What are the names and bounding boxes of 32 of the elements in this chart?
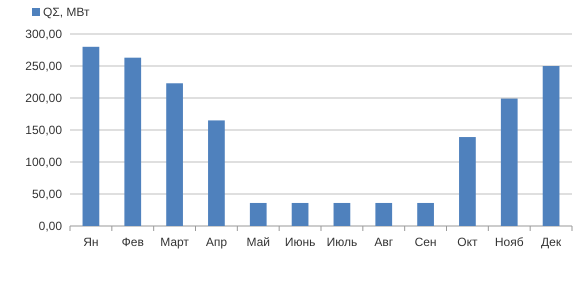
bar	[459, 137, 476, 226]
bar	[500, 98, 518, 226]
bar	[542, 66, 560, 226]
y-tick-label: 200,00	[25, 91, 62, 105]
x-tick-label: Окт	[457, 235, 478, 249]
x-tick-label: Дек	[541, 235, 562, 249]
bar	[250, 202, 267, 226]
x-tick-label: Май	[246, 235, 270, 249]
y-tick-label: 250,00	[25, 59, 62, 73]
x-tick-label: Авг	[374, 235, 394, 249]
x-tick-label: Июнь	[284, 235, 316, 249]
bar	[208, 120, 225, 226]
y-tick-label: 0,00	[38, 219, 62, 233]
bar	[166, 83, 183, 226]
y-tick-label: 300,00	[25, 27, 62, 41]
y-tick-label: 50,00	[32, 187, 62, 201]
y-tick-label: 150,00	[25, 123, 62, 137]
x-tick-label: Март	[160, 235, 190, 249]
legend-label: QΣ, МВт	[43, 5, 90, 19]
x-tick-label: Фев	[122, 235, 144, 249]
x-tick-label: Нояб	[494, 235, 524, 249]
bar	[82, 46, 100, 226]
bar	[334, 202, 350, 226]
bar	[124, 58, 142, 226]
y-tick-label: 100,00	[25, 155, 62, 169]
bar	[292, 202, 308, 226]
bar	[417, 202, 434, 226]
bar	[375, 202, 392, 226]
x-tick-label: Ян	[83, 235, 99, 249]
x-tick-label: Июль	[326, 235, 358, 249]
x-tick-label: Сен	[414, 235, 437, 249]
x-tick-label: Апр	[206, 235, 228, 249]
